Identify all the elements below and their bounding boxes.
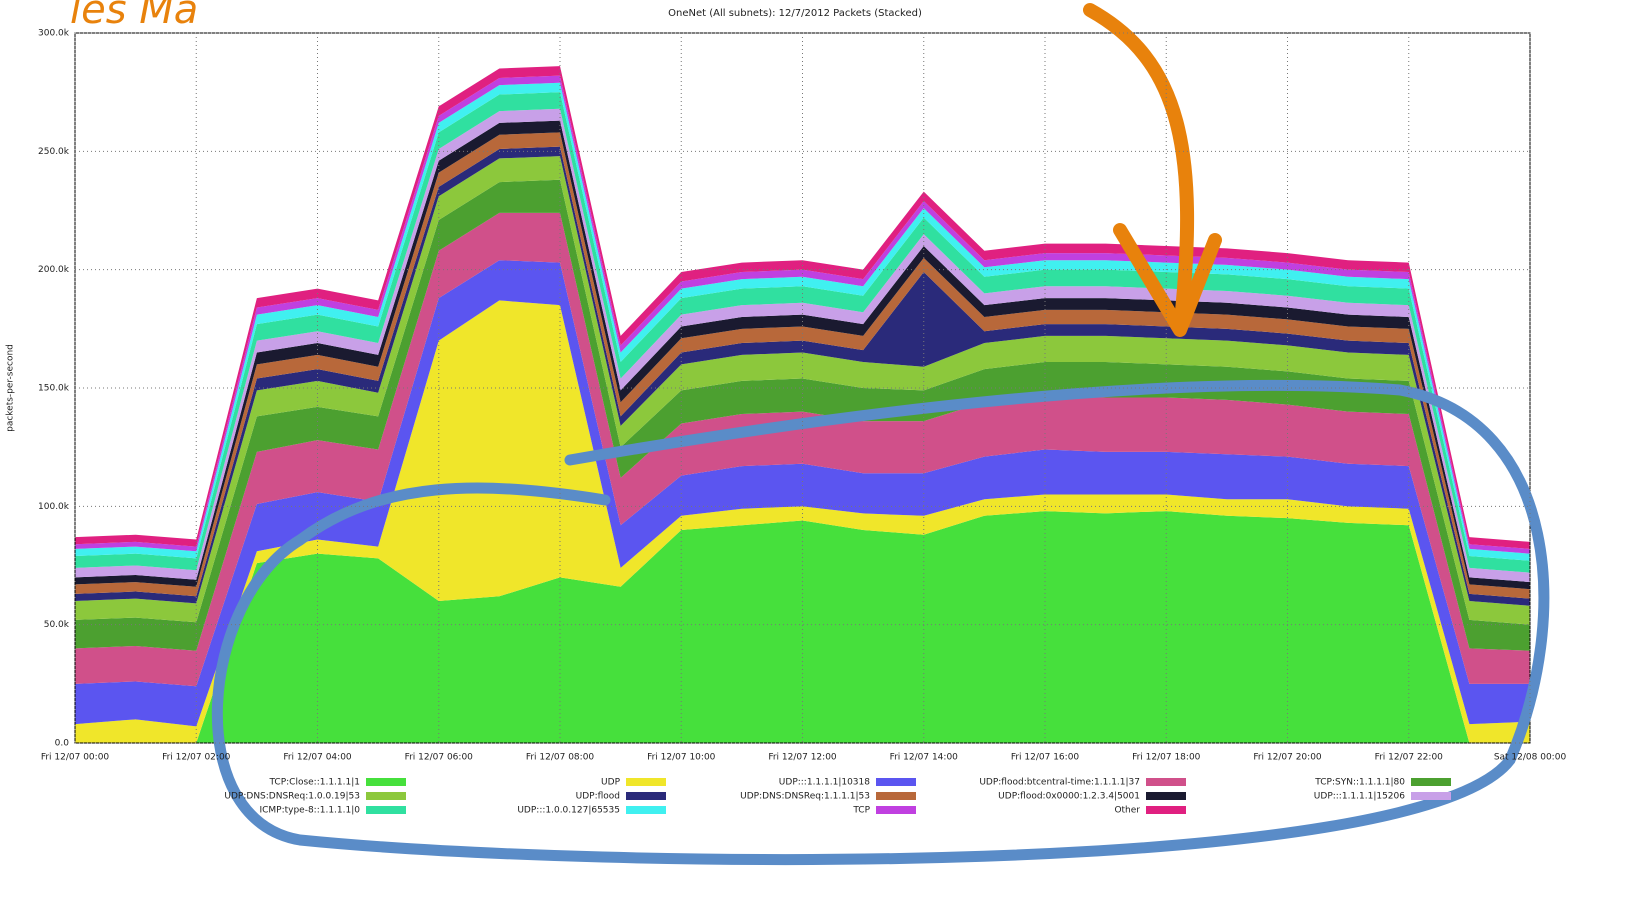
chart-title: OneNet (All subnets): 12/7/2012 Packets … [668, 8, 922, 19]
legend-label: UDP:DNS:DNSReq:1.0.0.19|53 [224, 792, 360, 802]
legend-swatch [1146, 806, 1186, 814]
x-tick-label: Fri 12/07 00:00 [41, 753, 110, 763]
legend-label: UDP:flood:0x0000:1.2.3.4|5001 [998, 792, 1140, 802]
legend-label: UDP:DNS:DNSReq:1.1.1.1|53 [740, 792, 870, 802]
y-tick-label: 250.0k [38, 147, 70, 157]
legend-label: TCP:SYN::1.1.1.1|80 [1314, 778, 1405, 788]
legend-swatch [1411, 778, 1451, 786]
x-tick-label: Fri 12/07 18:00 [1132, 753, 1201, 763]
legend-label: UDP:::1.0.0.127|65535 [517, 806, 620, 816]
y-tick-label: 50.0k [44, 620, 70, 630]
legend-label: Other [1114, 806, 1140, 816]
x-tick-label: Fri 12/07 16:00 [1011, 753, 1080, 763]
x-tick-label: Fri 12/07 08:00 [526, 753, 595, 763]
legend-swatch [876, 792, 916, 800]
legend-swatch [1411, 792, 1451, 800]
legend-swatch [626, 778, 666, 786]
legend-swatch [1146, 792, 1186, 800]
y-tick-label: 100.0k [38, 502, 70, 512]
x-tick-label: Fri 12/07 12:00 [768, 753, 837, 763]
legend-swatch [366, 778, 406, 786]
x-tick-label: Fri 12/07 14:00 [890, 753, 959, 763]
legend-swatch [876, 806, 916, 814]
legend-swatch [366, 806, 406, 814]
legend-label: UDP:flood [576, 792, 620, 802]
x-tick-label: Fri 12/07 20:00 [1253, 753, 1322, 763]
legend-label: ICMP:type-8::1.1.1.1|0 [259, 806, 360, 816]
y-tick-label: 0.0 [55, 739, 70, 749]
y-axis-label: packets-per-second [6, 344, 16, 432]
y-tick-label: 200.0k [38, 265, 70, 275]
annotation: les Ma [70, 0, 198, 33]
x-tick-label: Fri 12/07 02:00 [162, 753, 231, 763]
x-tick-label: Fri 12/07 10:00 [647, 753, 716, 763]
legend-label: UDP:::1.1.1.1|10318 [779, 778, 870, 788]
x-tick-label: Fri 12/07 06:00 [405, 753, 474, 763]
legend-swatch [626, 806, 666, 814]
legend-swatch [626, 792, 666, 800]
legend-label: UDP:flood:btcentral-time:1.1.1.1|37 [979, 778, 1140, 788]
legend-swatch [366, 792, 406, 800]
legend-swatch [876, 778, 916, 786]
legend-swatch [1146, 778, 1186, 786]
x-tick-label: Fri 12/07 22:00 [1375, 753, 1444, 763]
chart: OneNet (All subnets): 12/7/2012 Packets … [0, 0, 1645, 905]
legend-label: UDP [601, 778, 621, 788]
legend-label: TCP:Close::1.1.1.1|1 [268, 778, 360, 788]
y-tick-label: 150.0k [38, 384, 70, 394]
legend-label: UDP:::1.1.1.1|15206 [1314, 792, 1405, 802]
legend-label: TCP [852, 806, 870, 816]
y-tick-label: 300.0k [38, 29, 70, 39]
x-tick-label: Sat 12/08 00:00 [1494, 753, 1567, 763]
x-tick-label: Fri 12/07 04:00 [283, 753, 352, 763]
